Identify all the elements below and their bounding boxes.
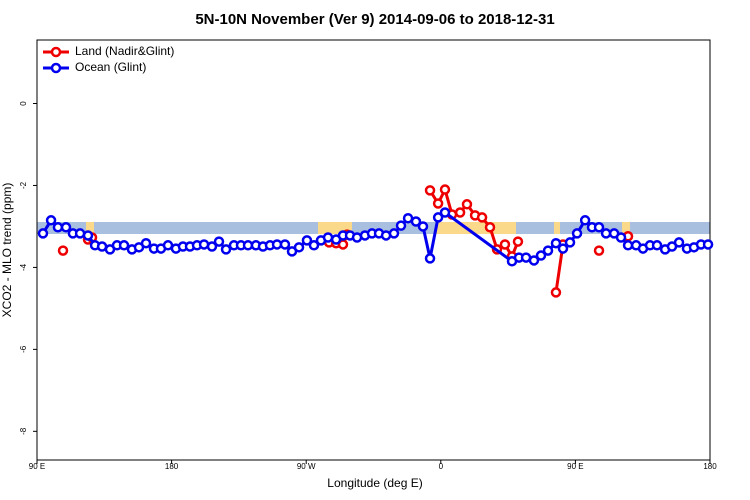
land-strip: [436, 222, 516, 234]
x-tick-label: 180: [703, 462, 717, 471]
data-point: [476, 212, 488, 223]
data-point: [535, 250, 547, 261]
plot-frame: [36, 39, 711, 461]
land-strip: [622, 222, 630, 234]
data-point: [279, 239, 291, 250]
x-tick-label: 180: [165, 462, 179, 471]
data-point: [301, 235, 313, 246]
y-tick-label: -2: [19, 181, 28, 189]
data-point: [213, 236, 225, 247]
data-point: [593, 222, 605, 233]
data-point: [571, 228, 583, 239]
data-point: [118, 240, 130, 251]
data-point: [593, 245, 605, 256]
data-point: [600, 228, 612, 239]
data-point: [57, 245, 69, 256]
x-tick-label: 90 E: [29, 462, 45, 471]
data-point: [702, 239, 714, 250]
data-point: [60, 222, 72, 233]
data-point: [432, 212, 444, 223]
data-point: [424, 253, 436, 264]
data-point: [432, 198, 444, 209]
legend-marker: [50, 62, 62, 74]
legend-label: Land (Nadir&Glint): [75, 44, 174, 58]
y-tick-label: -8: [19, 427, 28, 435]
data-point: [410, 216, 422, 227]
y-tick-label: -4: [19, 263, 28, 271]
data-point: [673, 237, 685, 248]
data-point: [52, 222, 64, 233]
data-point: [512, 236, 524, 247]
legend-label: Ocean (Glint): [75, 60, 146, 74]
data-point: [37, 228, 49, 239]
data-point: [424, 185, 436, 196]
data-point: [622, 240, 634, 251]
data-point: [439, 207, 451, 218]
data-point: [550, 237, 562, 249]
data-point: [82, 230, 94, 241]
data-point: [550, 287, 562, 298]
ocean-strip: [37, 222, 710, 234]
data-point: [454, 207, 466, 218]
x-axis-label: Longitude (deg E): [327, 476, 422, 490]
y-axis-label: XCO2 - MLO trend (ppm): [0, 183, 14, 318]
data-point: [651, 240, 663, 251]
data-point: [528, 255, 540, 266]
y-tick-label: 0: [19, 101, 28, 106]
data-point: [579, 215, 591, 226]
data-point: [322, 232, 334, 243]
x-tick-label: 90 E: [567, 462, 583, 471]
map-strip: [37, 222, 710, 234]
data-point: [484, 222, 496, 233]
data-point: [615, 232, 627, 243]
data-point: [308, 240, 320, 251]
data-point: [206, 241, 218, 252]
data-point: [417, 221, 429, 232]
data-point: [439, 184, 451, 195]
data-point: [499, 239, 511, 250]
y-tick-label: -6: [19, 345, 28, 353]
data-point: [388, 228, 400, 239]
data-point: [542, 245, 554, 256]
land-strip: [554, 222, 560, 234]
data-point: [293, 242, 305, 253]
data-point: [557, 243, 569, 254]
legend-marker: [50, 46, 62, 58]
data-point: [140, 237, 152, 249]
land-strip: [86, 222, 94, 234]
x-tick-label: 90 W: [297, 462, 316, 471]
data-point: [564, 237, 576, 248]
data-point: [461, 199, 473, 210]
data-point: [395, 220, 407, 231]
data-point: [45, 215, 57, 226]
x-tick-label: 0: [439, 462, 444, 471]
data-point: [220, 244, 232, 255]
chart-title: 5N-10N November (Ver 9) 2014-09-06 to 20…: [195, 11, 554, 28]
